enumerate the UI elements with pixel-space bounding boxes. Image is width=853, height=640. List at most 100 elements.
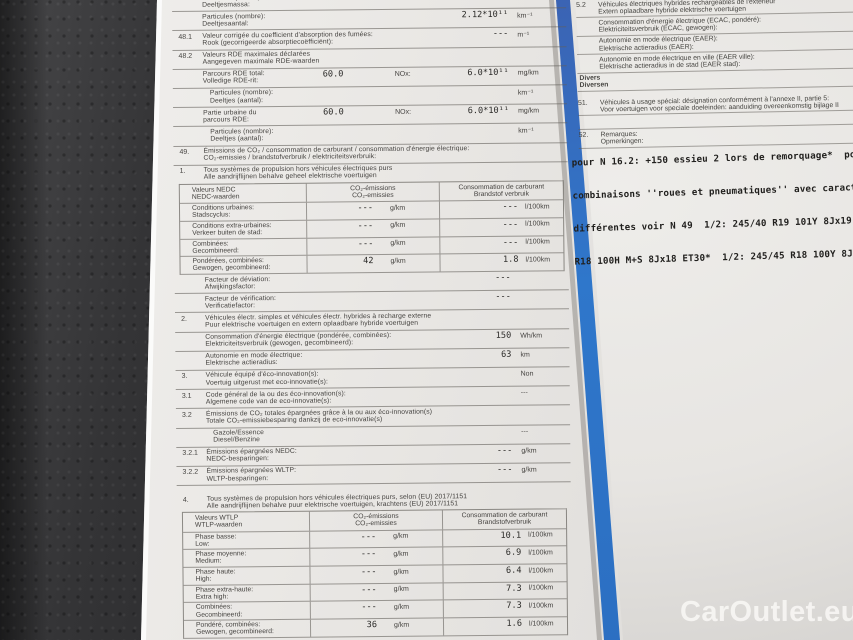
row-number: 3.2.1 — [182, 449, 198, 458]
remark-line: différentes voir N 49 1/2: 245/40 R19 10… — [573, 214, 853, 235]
co2-unit: g/km — [393, 532, 409, 541]
row-number: 48.1 — [178, 33, 193, 41]
co2-value: 42 — [363, 256, 374, 267]
row-number: 3.1 — [181, 392, 192, 400]
field-value: --- — [521, 428, 529, 436]
label-nl: Medium: — [195, 558, 222, 566]
fuel-value: 1.6 — [506, 618, 523, 629]
field-value: --- — [520, 389, 528, 397]
field-unit: m⁻¹ — [517, 31, 530, 40]
header-values-wtlp: Valeurs WTLP WTLP-waarden — [182, 511, 311, 532]
field-unit: g/km — [521, 447, 537, 455]
left-page-content: Particules (masse):Deeltjesmassa: 0.26 m… — [171, 0, 573, 640]
fuel-unit: l/100km — [528, 602, 554, 610]
fuel-unit: l/100km — [528, 619, 554, 628]
fuel-value: --- — [502, 201, 519, 213]
field-unit: mg/km — [518, 107, 540, 115]
row-number: 4. — [182, 496, 189, 504]
doc-row: 3.2.2 Émissions épargnées WLTP: WLTP-besp… — [176, 463, 571, 487]
label-nl: Stadscyclus: — [192, 211, 231, 220]
row-number: 5.2 — [576, 1, 586, 9]
fuel-value: 6.9 — [505, 548, 522, 559]
row-number: 2. — [181, 315, 187, 323]
field-unit: km⁻¹ — [517, 12, 533, 20]
co2-value: 36 — [366, 620, 378, 631]
fuel-value: 1.8 — [502, 255, 519, 266]
co2-unit: g/km — [390, 257, 406, 265]
fuel-unit: l/100km — [528, 531, 553, 539]
co2-unit: g/km — [393, 621, 410, 629]
label-nl: Extra high: — [195, 593, 229, 601]
co2-value: --- — [357, 238, 374, 249]
field-value: --- — [496, 464, 513, 475]
right-page-content: 5.2 Véhicules électriques hybrides recha… — [571, 0, 853, 268]
label-nl: Gewogen, gecombineerd: — [192, 264, 271, 273]
label-nl: Gecombineerd: — [195, 610, 243, 619]
fuel-value: 7.3 — [506, 601, 522, 612]
label-nl: Deeltjesmassa: — [202, 0, 250, 9]
field-value: 2.12*10¹¹ — [461, 9, 509, 21]
header-co2: CO₂-émissions CO₂-emissies — [306, 182, 440, 202]
fuel-unit: l/100km — [528, 566, 554, 575]
header-co2: CO₂-émissions CO₂-emissies — [309, 510, 444, 531]
co2-unit: g/km — [393, 568, 409, 576]
fuel-unit: l/100km — [525, 238, 550, 246]
nox-label: NOx: — [394, 70, 411, 78]
field-unit: km⁻¹ — [517, 89, 534, 97]
field-value: 6.0*10¹¹ — [467, 105, 510, 117]
nedc-table: Valeurs NEDC NEDC-waarden CO₂-émissions CO… — [178, 180, 565, 275]
doc-row: 1. Tous systèmes de propulsion hors véhi… — [174, 162, 568, 184]
field-value: 6.0*10¹¹ — [467, 67, 509, 78]
row-number: 3. — [181, 373, 188, 381]
fuel-unit: l/100km — [524, 203, 550, 211]
field-value: 63 — [501, 349, 512, 360]
label-nl: Gewogen, gecombineerd: — [196, 628, 274, 637]
field-value: Non — [520, 370, 534, 378]
co2-value: --- — [360, 567, 377, 578]
row-number: 51. — [577, 99, 588, 108]
doc-row-section-4: 4. Tous systèmes de propulsion hors véhi… — [177, 490, 571, 512]
field-unit: mg/km — [517, 69, 539, 77]
field-unit: Wh/km — [520, 332, 543, 340]
fuel-value: --- — [502, 237, 519, 248]
nox-label: NOx: — [395, 108, 412, 116]
fuel-unit: l/100km — [528, 549, 553, 557]
field-value: --- — [495, 291, 511, 303]
co2-unit: g/km — [390, 222, 406, 230]
field-unit: km — [520, 351, 530, 359]
field-unit: g/km — [521, 466, 537, 474]
typed-remarks-block: pour N 16.2: +150 essieu 2 lors de remor… — [571, 127, 853, 290]
row-number: 49. — [179, 148, 190, 156]
co2-unit: g/km — [393, 550, 409, 558]
header-fuel: Consommation de carburant Brandstofverbru… — [461, 511, 548, 527]
field-unit: km⁻¹ — [518, 127, 534, 135]
rde-trip-value: 60.0 — [322, 69, 344, 80]
field-value: --- — [495, 272, 511, 283]
label-nl: High: — [195, 575, 212, 583]
co2-value: --- — [361, 584, 377, 595]
co2-value: --- — [357, 203, 374, 214]
fuel-value: 10.1 — [500, 530, 522, 541]
co2-unit: g/km — [393, 603, 410, 611]
row-number: 3.2.2 — [182, 469, 199, 477]
label-nl: Verkeer buiten de stad: — [192, 229, 263, 237]
co2-unit: g/km — [393, 586, 409, 594]
remark-line: pour N 16.2: +150 essieu 2 lors de remor… — [571, 149, 853, 169]
field-value: --- — [496, 445, 513, 456]
wtlp-table: Valeurs WTLP WTLP-waarden CO₂-émissions CO… — [181, 508, 569, 639]
row-number: 3.2 — [181, 411, 192, 419]
watermark-caroutlet: CarOutlet.eu — [680, 596, 853, 628]
field-value: 150 — [495, 330, 512, 341]
row-number: 48.2 — [178, 52, 193, 61]
co2-unit: g/km — [390, 239, 406, 248]
header-fuel: Consommation de carburant Brandstof verbr… — [458, 183, 545, 199]
fuel-value: 7.3 — [506, 583, 522, 594]
field-value: --- — [492, 29, 509, 40]
co2-value: --- — [357, 221, 374, 232]
co2-unit: g/km — [389, 204, 406, 212]
remark-line: R18 100H M+S 8Jx18 ET30* 1/2: 245/45 R18… — [574, 248, 853, 268]
fuel-unit: l/100km — [525, 220, 550, 229]
fuel-value: 6.4 — [505, 565, 522, 576]
